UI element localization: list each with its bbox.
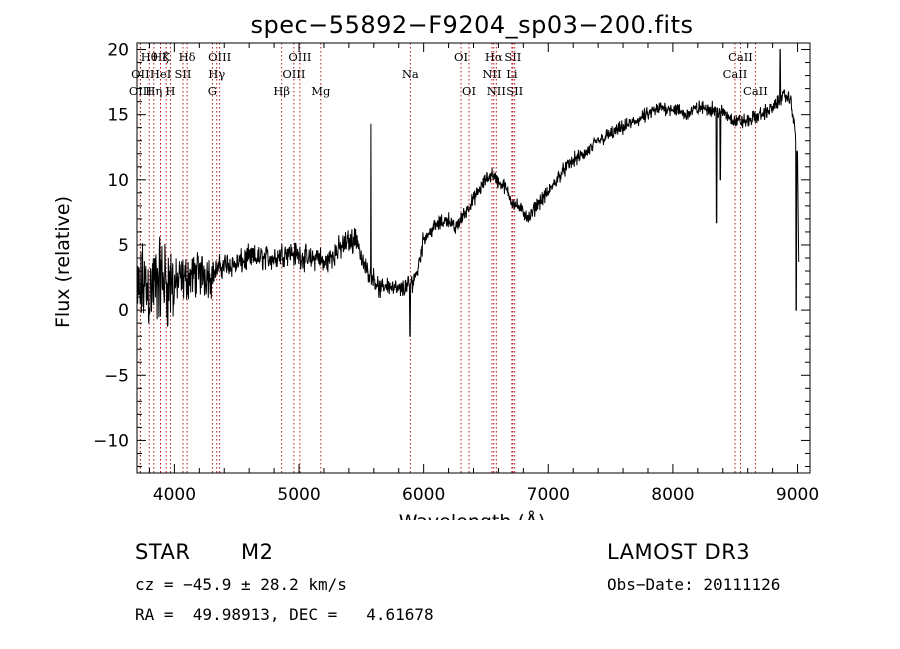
y-tick-label: 0	[118, 301, 129, 321]
line-marker-label: SII	[506, 84, 523, 98]
sky-coordinates: RA = 49.98913, DEC = 4.61678	[135, 605, 434, 624]
line-marker-label: Mg	[311, 84, 331, 98]
chart-title: spec−55892−F9204_sp03−200.fits	[250, 11, 693, 39]
line-marker-label: Hα	[485, 50, 503, 64]
spectrum-line	[137, 49, 800, 337]
y-tick-label: 5	[118, 236, 129, 256]
line-marker-label: Hζ	[152, 50, 168, 64]
x-tick-label: 6000	[402, 485, 445, 505]
line-marker-label: OIII	[282, 67, 305, 81]
line-marker-label: OI	[462, 84, 476, 98]
x-tick-label: 8000	[651, 485, 694, 505]
line-marker-label: NII	[487, 84, 506, 98]
y-tick-label: 15	[107, 106, 129, 126]
line-marker-label: Hβ	[273, 84, 290, 98]
y-axis-ticks: −10 −5 0 5 10 15 20	[93, 41, 810, 467]
x-axis-ticks: 4000 5000 6000 7000 8000 9000	[148, 43, 819, 505]
y-tick-label: −5	[104, 366, 129, 386]
line-marker-label: NII	[482, 67, 501, 81]
y-tick-label: 10	[107, 171, 129, 191]
object-class: STAR	[135, 540, 191, 564]
line-marker-label: Hη	[145, 84, 162, 98]
line-marker-label: OII	[131, 67, 150, 81]
line-marker-label: SII	[175, 67, 192, 81]
object-subclass: M2	[241, 540, 274, 564]
x-tick-label: 5000	[277, 485, 320, 505]
redshift-velocity: cz = −45.9 ± 28.2 km/s	[135, 575, 347, 594]
spectrum-series	[137, 49, 800, 337]
x-tick-label: 4000	[153, 485, 196, 505]
y-tick-label: 20	[107, 41, 129, 61]
line-marker-label: Hδ	[179, 50, 196, 64]
line-marker-label: Li	[506, 67, 518, 81]
x-axis-label: Wavelength (Å)	[399, 510, 546, 520]
observation-date: Obs−Date: 20111126	[607, 575, 781, 594]
spectrum-chart: spec−55892−F9204_sp03−200.fits Flux (rel…	[52, 11, 819, 520]
survey-name: LAMOST DR3	[607, 540, 751, 564]
plot-frame	[136, 42, 811, 474]
y-tick-label: −10	[93, 431, 129, 451]
line-marker-label: OIII	[129, 84, 152, 98]
line-marker-label: OI	[454, 50, 468, 64]
line-marker-label: OIII	[288, 50, 311, 64]
line-marker-label: CaII	[728, 50, 753, 64]
line-marker-label: OIII	[208, 50, 231, 64]
line-marker-label: Na	[402, 67, 419, 81]
line-marker-label: SII	[504, 50, 521, 64]
x-tick-label: 9000	[776, 485, 819, 505]
line-marker-label: CaII	[743, 84, 768, 98]
line-marker-label: HeI	[150, 67, 171, 81]
line-marker-label: CaII	[723, 67, 748, 81]
line-marker-label: Hγ	[208, 67, 225, 81]
y-axis-label: Flux (relative)	[52, 196, 74, 328]
line-marker-label: G	[208, 84, 217, 98]
x-tick-label: 7000	[527, 485, 570, 505]
line-marker-label: K	[162, 50, 171, 64]
line-marker-label: H	[165, 84, 175, 98]
